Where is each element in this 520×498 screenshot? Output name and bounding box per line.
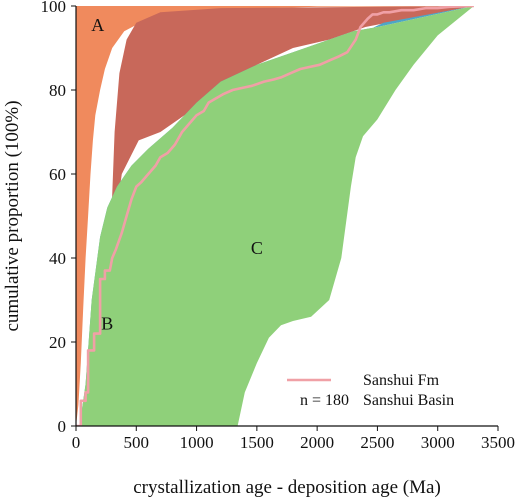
x-tick-label: 0 [72,433,81,452]
region-c [79,6,474,426]
x-tick-label: 500 [124,433,150,452]
x-axis-title: crystallization age - deposition age (Ma… [133,477,441,498]
y-tick-label: 0 [58,417,67,436]
region-labels-layer: A B C [91,15,263,333]
y-tick-label: 20 [49,333,66,352]
x-tick-label: 1000 [180,433,214,452]
lines-layer [76,6,474,426]
x-tick-label: 2000 [300,433,334,452]
x-tick-label: 1500 [240,433,274,452]
legend: Sanshui Fm n = 180 Sanshui Basin [287,372,454,409]
legend-count: n = 180 [300,392,349,409]
legend-label-sanshui-basin: Sanshui Basin [363,392,454,409]
x-tick-label: 3000 [421,433,455,452]
y-tick-label: 60 [49,165,66,184]
region-label-b: B [101,313,113,333]
x-tick-label: 2500 [360,433,394,452]
region-label-c: C [251,238,263,258]
y-tick-label: 40 [49,249,66,268]
legend-label-sanshui-fm: Sanshui Fm [363,372,440,389]
regions-layer [76,6,474,426]
x-tick-label: 3500 [481,433,515,452]
region-label-a: A [91,15,104,35]
axes-layer: 0 500 1000 1500 2000 2500 3000 3500 0 20 40 60 80 100 [41,0,516,452]
y-tick-label: 80 [49,81,66,100]
y-tick-label: 100 [41,0,67,16]
y-axis-title: cumulative proportion (100%) [2,100,23,331]
series-line-sanshui-fm [76,6,474,426]
region-overlap-1 [109,6,474,258]
